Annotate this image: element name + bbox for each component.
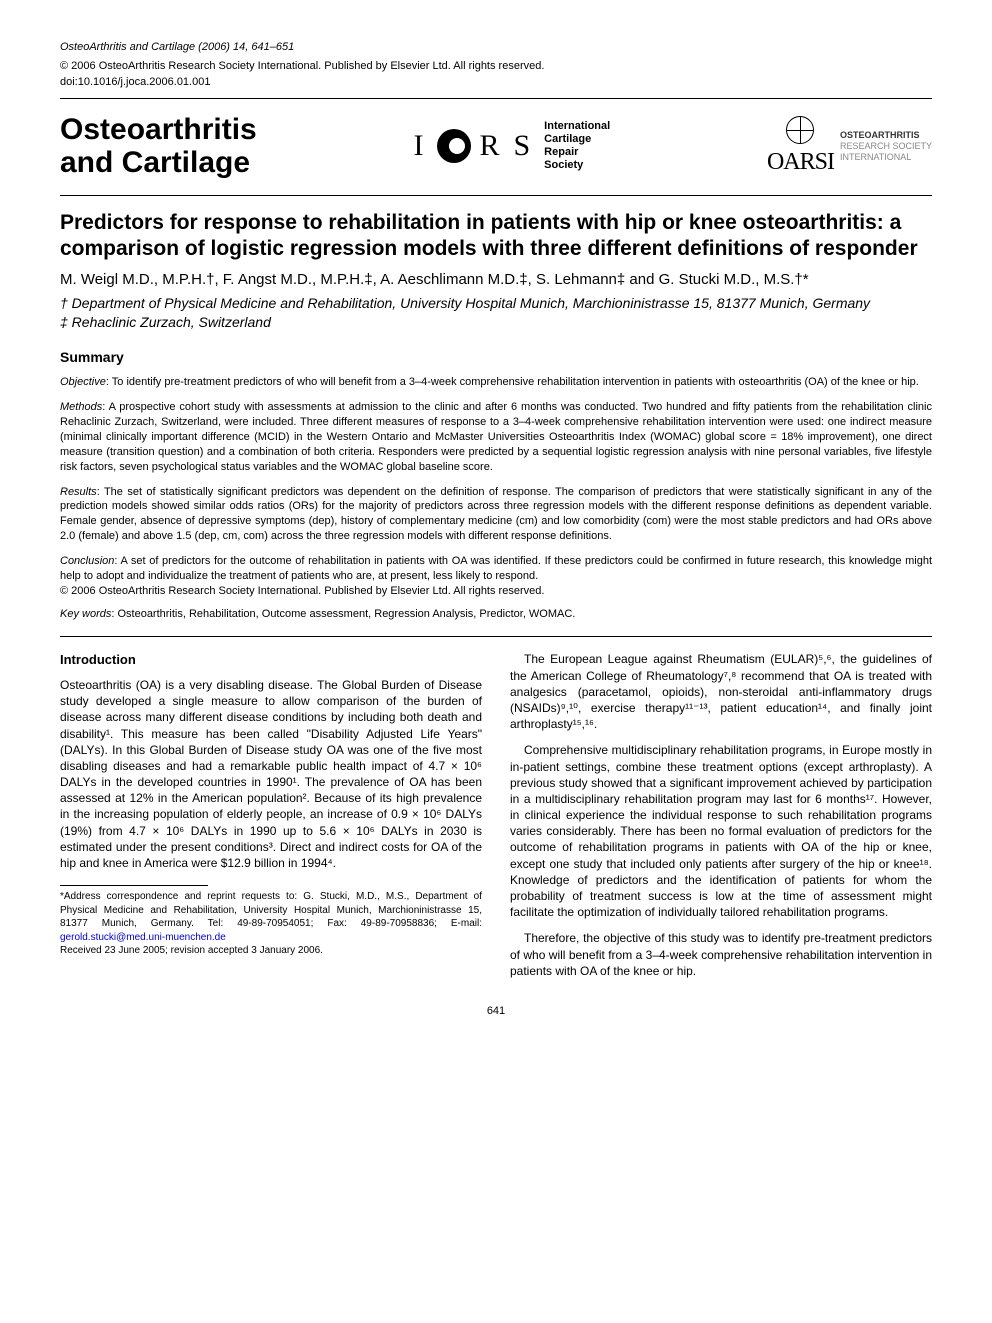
keywords: Key words: Osteoarthritis, Rehabilitatio… — [60, 608, 932, 620]
keywords-text: : Osteoarthritis, Rehabilitation, Outcom… — [111, 608, 575, 620]
affiliation-1: † Department of Physical Medicine and Re… — [60, 294, 932, 313]
abstract-objective: Objective: To identify pre-treatment pre… — [60, 375, 932, 390]
summary-heading: Summary — [60, 349, 932, 365]
oarsi-text: OSTEOARTHRITIS RESEARCH SOCIETY INTERNAT… — [840, 130, 932, 162]
affiliations: † Department of Physical Medicine and Re… — [60, 294, 932, 332]
journal-name: Osteoarthritis and Cartilage — [60, 113, 257, 179]
keywords-label: Key words — [60, 608, 111, 620]
icrs-text-l2: Cartilage — [544, 133, 610, 146]
introduction-heading: Introduction — [60, 651, 482, 669]
journal-name-l2: and Cartilage — [60, 146, 257, 179]
oarsi-logo: OARSI — [767, 149, 834, 175]
brand-row: Osteoarthritis and Cartilage I R S Inter… — [60, 113, 932, 179]
abstract-results: Results: The set of statistically signif… — [60, 485, 932, 544]
icrs-i: I — [413, 129, 429, 163]
doi: doi:10.1016/j.joca.2006.01.001 — [60, 75, 932, 90]
abstract-copyright: © 2006 OsteoArthritis Research Society I… — [60, 585, 544, 597]
copyright-line: © 2006 OsteoArthritis Research Society I… — [60, 59, 932, 74]
icrs-text-l1: International — [544, 120, 610, 133]
icrs-block: I R S International Cartilage Repair Soc… — [413, 120, 610, 173]
icrs-c-icon — [437, 129, 471, 163]
correspondence-footnote: *Address correspondence and reprint requ… — [60, 890, 482, 944]
methods-label: Methods — [60, 401, 102, 413]
body-columns: Introduction Osteoarthritis (OA) is a ve… — [60, 651, 932, 989]
oarsi-l1: OSTEOARTHRITIS — [840, 130, 932, 141]
objective-label: Objective — [60, 376, 106, 388]
left-column: Introduction Osteoarthritis (OA) is a ve… — [60, 651, 482, 989]
oarsi-block: OARSI OSTEOARTHRITIS RESEARCH SOCIETY IN… — [767, 116, 932, 176]
abstract-conclusion: Conclusion: A set of predictors for the … — [60, 554, 932, 599]
right-p1: The European League against Rheumatism (… — [510, 651, 932, 732]
icrs-text-l3: Repair — [544, 146, 610, 159]
journal-citation: OsteoArthritis and Cartilage (2006) 14, … — [60, 40, 932, 55]
objective-text: : To identify pre-treatment predictors o… — [106, 376, 919, 388]
footnote-rule — [60, 885, 208, 886]
results-label: Results — [60, 486, 97, 498]
footnote-text: *Address correspondence and reprint requ… — [60, 891, 482, 929]
icrs-s: S — [513, 129, 536, 163]
conclusion-label: Conclusion — [60, 555, 114, 567]
right-p3: Therefore, the objective of this study w… — [510, 930, 932, 979]
abstract-rule — [60, 636, 932, 637]
brand-rule — [60, 195, 932, 196]
article-title: Predictors for response to rehabilitatio… — [60, 210, 932, 263]
journal-name-l1: Osteoarthritis — [60, 113, 257, 146]
authors: M. Weigl M.D., M.P.H.†, F. Angst M.D., M… — [60, 269, 932, 290]
results-text: : The set of statistically significant p… — [60, 486, 932, 543]
page-container: OsteoArthritis and Cartilage (2006) 14, … — [0, 0, 992, 1047]
abstract-methods: Methods: A prospective cohort study with… — [60, 400, 932, 474]
right-column: The European League against Rheumatism (… — [510, 651, 932, 989]
intro-p1: Osteoarthritis (OA) is a very disabling … — [60, 677, 482, 871]
methods-text: : A prospective cohort study with assess… — [60, 401, 932, 472]
footnote-email[interactable]: gerold.stucki@med.uni-muenchen.de — [60, 932, 226, 943]
icrs-text: International Cartilage Repair Society — [544, 120, 610, 173]
page-number: 641 — [60, 1005, 932, 1017]
icrs-text-l4: Society — [544, 159, 610, 172]
top-rule — [60, 98, 932, 99]
globe-icon — [786, 116, 814, 144]
affiliation-2: ‡ Rehaclinic Zurzach, Switzerland — [60, 313, 932, 332]
oarsi-l3: INTERNATIONAL — [840, 152, 932, 163]
right-p2: Comprehensive multidisciplinary rehabili… — [510, 742, 932, 920]
conclusion-text: : A set of predictors for the outcome of… — [60, 555, 932, 582]
received-footnote: Received 23 June 2005; revision accepted… — [60, 944, 482, 958]
oarsi-l2: RESEARCH SOCIETY — [840, 141, 932, 152]
icrs-r: R — [479, 129, 505, 163]
